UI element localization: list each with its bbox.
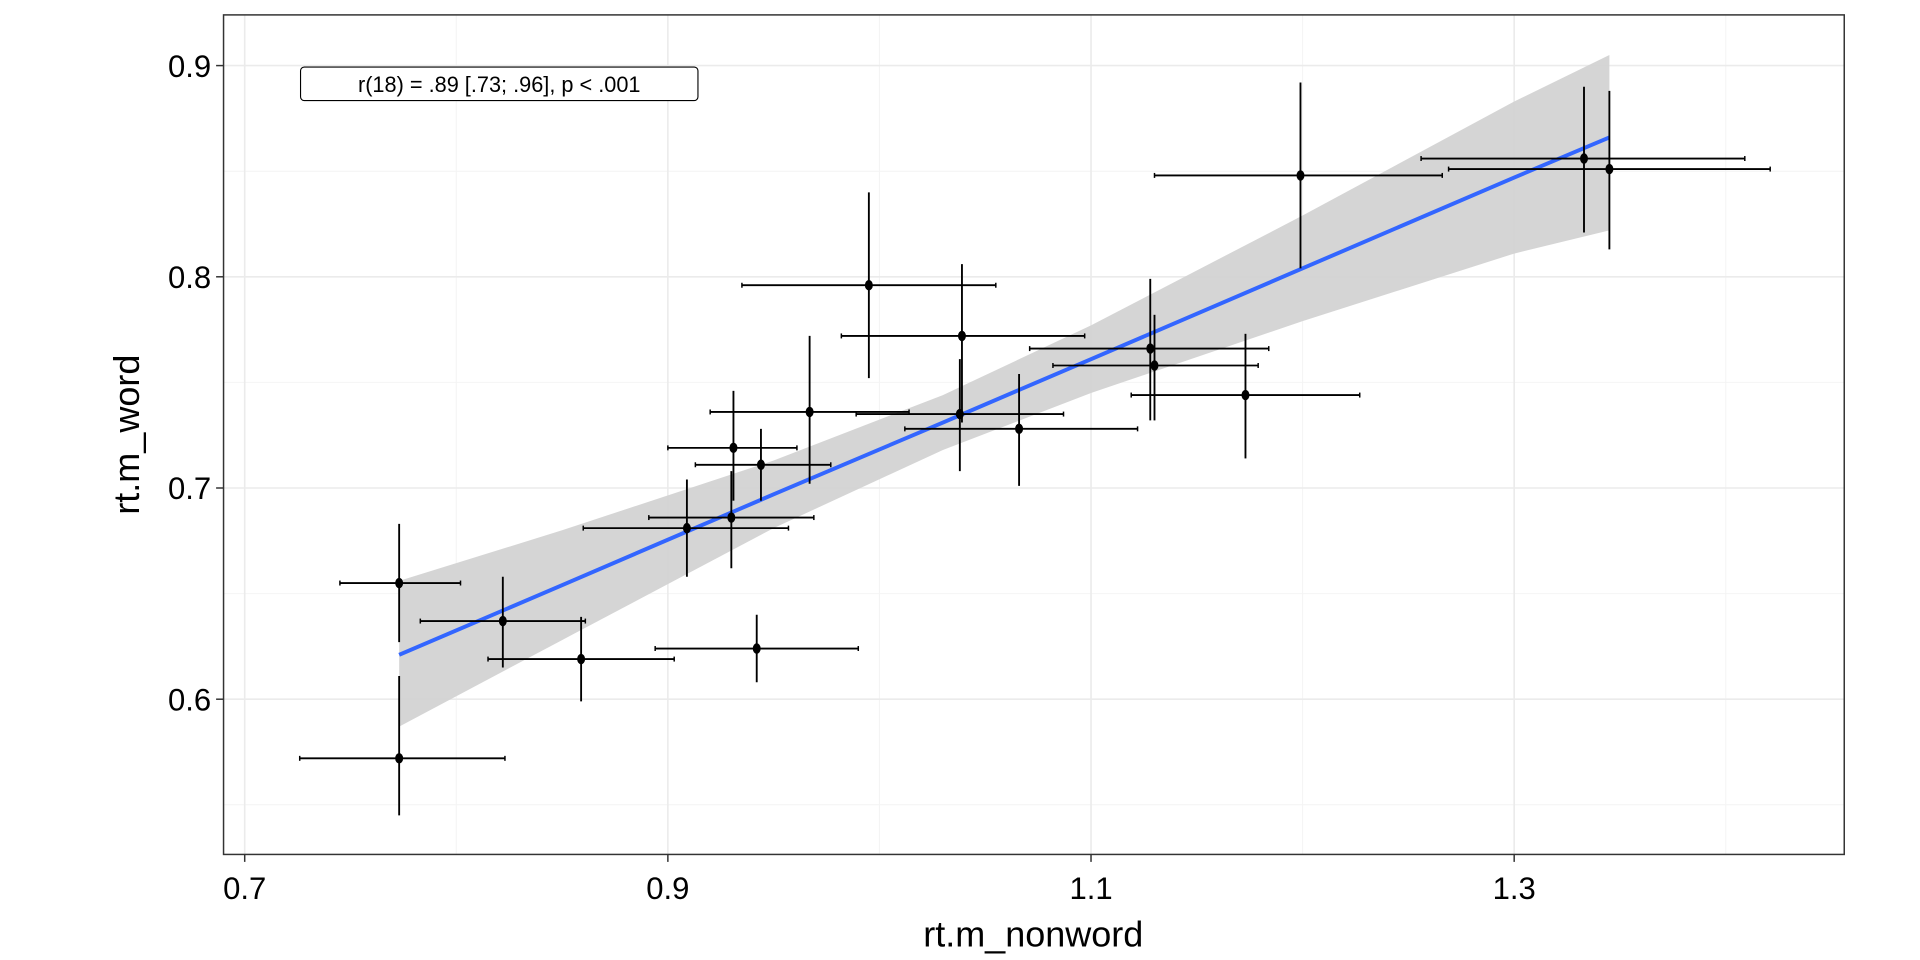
data-point: [577, 653, 586, 665]
x-tick-label: 1.3: [1493, 871, 1536, 906]
data-point: [1605, 163, 1614, 175]
data-point: [727, 512, 736, 523]
x-axis-title: rt.m_nonword: [923, 913, 1143, 954]
annotation-label: r(18) = .89 [.73; .96], p < .001: [299, 66, 699, 102]
regression-line: [398, 135, 1611, 657]
data-point-group: [1052, 314, 1259, 421]
data-point-group: [1153, 82, 1443, 269]
regression-line-group: [398, 135, 1611, 657]
data-point: [756, 459, 765, 470]
data-point-group: [741, 192, 997, 379]
data-point: [957, 330, 966, 342]
data-point: [1241, 389, 1250, 401]
x-tick-label: 0.7: [223, 871, 266, 906]
y-tick-label: 0.9: [168, 49, 211, 84]
data-point-group: [840, 264, 1086, 423]
data-point-group: [904, 373, 1139, 486]
axis-ticks: 0.7 0.9 1.1 1.3 0.6 0.7 0.8 0.9: [168, 49, 1536, 906]
y-tick-label: 0.6: [168, 682, 211, 717]
data-point-group: [1028, 278, 1270, 421]
data-point: [805, 406, 814, 418]
data-point-group: [1420, 86, 1746, 233]
data-point-group: [709, 335, 910, 484]
x-tick-label: 0.9: [646, 871, 689, 906]
data-point-group: [654, 614, 860, 683]
data-point-group: [1130, 333, 1361, 459]
data-point-group: [582, 479, 790, 577]
data-point-group: [667, 390, 798, 501]
x-tick-label: 1.1: [1069, 871, 1112, 906]
data-point: [498, 615, 507, 627]
data-point-group: [694, 428, 832, 501]
data-point: [1015, 423, 1024, 435]
data-points: [298, 82, 1771, 816]
y-tick-label: 0.8: [168, 260, 211, 295]
data-point: [1150, 360, 1159, 371]
annotation-box: [299, 66, 699, 102]
confidence-band-group: [399, 55, 1610, 727]
y-axis-title: rt.m_word: [106, 355, 147, 515]
panel-border: [222, 14, 1845, 856]
data-point-group: [648, 471, 815, 569]
data-point-group: [298, 675, 506, 816]
data-point-group: [339, 523, 462, 643]
data-point: [752, 643, 761, 654]
data-point-group: [855, 359, 1065, 472]
data-point: [1146, 343, 1155, 354]
data-point: [729, 442, 738, 454]
data-point: [682, 522, 691, 534]
annotation-text: r(18) = .89 [.73; .96], p < .001: [358, 72, 641, 97]
data-point: [395, 753, 404, 764]
data-point: [864, 280, 873, 291]
data-point-group: [1447, 90, 1771, 250]
data-point: [955, 408, 964, 420]
data-point-group: [419, 576, 587, 668]
confidence-band: [399, 55, 1610, 727]
data-point: [1580, 153, 1588, 164]
data-point: [395, 577, 404, 589]
data-point: [1296, 170, 1305, 181]
data-point-group: [487, 616, 675, 702]
y-tick-label: 0.7: [168, 471, 211, 506]
